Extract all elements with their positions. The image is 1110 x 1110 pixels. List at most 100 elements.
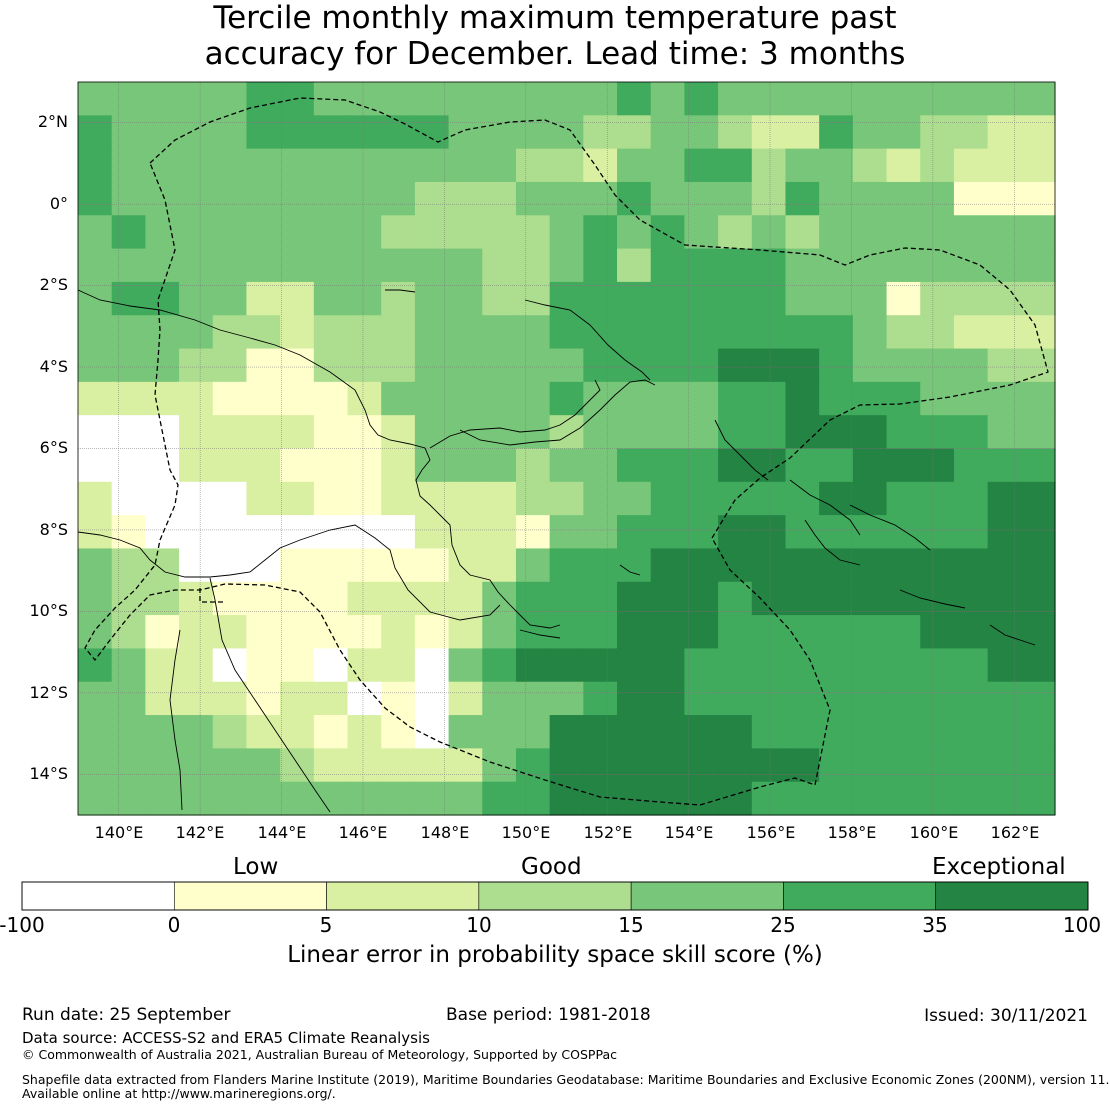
skill-cell [515,82,551,116]
skill-cell [819,781,854,816]
skill-cell [684,448,719,483]
skill-cell [650,248,686,283]
skill-cell [617,115,652,150]
coast-makira [989,624,1036,646]
skill-cell [920,348,955,383]
skill-cell [381,381,416,416]
skill-cell [549,248,584,283]
lon-label-150e: 150°E [501,823,551,842]
skill-cell [785,715,820,749]
skill-cell [886,615,921,650]
skill-cell [718,515,753,550]
skill-cell [886,481,921,516]
lon-label-158e: 158°E [827,823,877,842]
skill-cell [145,481,180,516]
skill-cell [414,515,450,550]
skill-cell [179,415,214,450]
lon-label-148e: 148°E [420,823,470,842]
skill-cell [920,548,955,583]
skill-cell [1021,115,1056,150]
skill-cell [111,715,146,749]
skill-cell [414,548,450,583]
skill-cell [718,415,753,450]
skill-cell [347,548,382,583]
skill-cell [448,715,483,749]
skill-cell [953,115,989,150]
skill-cell [381,748,416,783]
skill-cell [482,615,517,650]
skill-cell [583,715,618,749]
skill-cell [819,215,854,250]
skill-cell [212,648,248,683]
base-period: Base period: 1981-2018 [446,1005,651,1025]
skill-cell [246,315,281,350]
skill-cell [920,148,955,183]
skill-cell [515,281,551,316]
skill-cell [78,115,113,150]
skill-cell [617,415,652,450]
skill-cell [179,82,214,116]
skill-cell [347,581,382,616]
skill-cell [1021,281,1056,316]
skill-cell [280,715,315,749]
skill-cell [549,215,584,250]
skill-cell [482,82,517,116]
skill-cell [313,381,349,416]
skill-cell [515,615,551,650]
skill-cell [246,715,281,749]
skill-cell [482,448,517,483]
skill-cell [145,681,180,716]
skill-cell [280,515,315,550]
skill-cell [515,181,551,216]
skill-cell [414,281,450,316]
skill-cell [1021,681,1056,716]
skill-cell [515,748,551,783]
skill-cell [583,181,618,216]
skill-cell [313,548,349,583]
skill-cell [549,348,584,383]
lat-label-12s: 12°S [29,683,68,702]
skill-cell [78,748,113,783]
skill-cell [111,181,146,216]
skill-cell [785,315,820,350]
skill-cell [886,315,921,350]
skill-cell [313,281,349,316]
skill-cell [684,281,719,316]
skill-cell [414,681,450,716]
skill-cell [886,515,921,550]
skill-cell [313,515,349,550]
colorbar-segment [173,881,327,911]
skill-cell [111,281,146,316]
skill-cell [179,448,214,483]
skill-cell [313,348,349,383]
skill-cell [617,348,652,383]
skill-cell [111,681,146,716]
skill-cell [414,781,450,816]
skill-cell [718,715,753,749]
skill-cell [987,715,1022,749]
skill-cell [111,415,146,450]
skill-cell [852,215,888,250]
skill-cell [886,648,921,683]
skill-cell [448,581,483,616]
skill-cell [78,648,113,683]
skill-cell [684,115,719,150]
eez-boundary [84,97,1049,806]
legend-category-low: Low [233,854,279,880]
skill-cell [886,248,921,283]
colorbar-tick-minus100: -100 [0,913,45,937]
skill-cell [78,381,113,416]
skill-cell [145,615,180,650]
skill-cell [179,715,214,749]
skill-cell [920,115,955,150]
shapefile-credit-2: Available online at http://www.marinereg… [22,1086,336,1101]
skill-cell [280,248,315,283]
coast-manus [385,289,416,293]
skill-cell [347,448,382,483]
skill-cell [987,82,1022,116]
skill-cell [78,215,113,250]
legend-category-exceptional: Exceptional [932,854,1066,880]
skill-cell [819,315,854,350]
skill-cell [650,315,686,350]
skill-cell [852,448,888,483]
